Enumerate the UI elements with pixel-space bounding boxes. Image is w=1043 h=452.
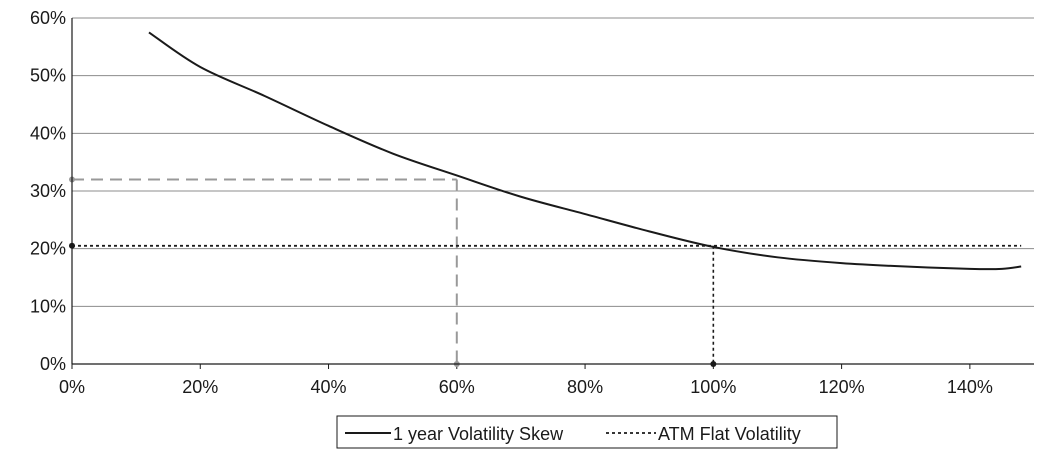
legend-label-volatility-skew: 1 year Volatility Skew (393, 424, 564, 444)
x-axis-tick-labels: 0% 20% 40% 60% 80% 100% 120% 140% (59, 364, 993, 397)
x-tick-label: 80% (567, 377, 603, 397)
y-tick-label: 60% (30, 8, 66, 28)
legend-box (336, 415, 838, 449)
x-tick-label: 60% (439, 377, 475, 397)
series-line-volatility-skew (148, 31, 1022, 271)
x-tick-label: 100% (690, 377, 736, 397)
y-tick-label: 40% (30, 123, 66, 143)
y-tick-label: 10% (30, 296, 66, 316)
series-group (72, 31, 1022, 271)
x-tick-label: 20% (182, 377, 218, 397)
legend-label-atm-flat: ATM Flat Volatility (658, 424, 801, 444)
legend: 1 year Volatility Skew ATM Flat Volatili… (336, 415, 838, 449)
y-tick-label: 30% (30, 181, 66, 201)
x-tick-label: 140% (947, 377, 993, 397)
gridlines (72, 17, 1034, 307)
y-tick-label: 20% (30, 239, 66, 259)
x-tick-label: 0% (59, 377, 85, 397)
x-tick-label: 120% (819, 377, 865, 397)
y-tick-label: 0% (40, 354, 66, 374)
y-axis-tick-labels: 0% 10% 20% 30% 40% 50% 60% (30, 8, 66, 374)
y-tick-label: 50% (30, 66, 66, 86)
x-tick-label: 40% (311, 377, 347, 397)
guide-lines (69, 176, 717, 367)
